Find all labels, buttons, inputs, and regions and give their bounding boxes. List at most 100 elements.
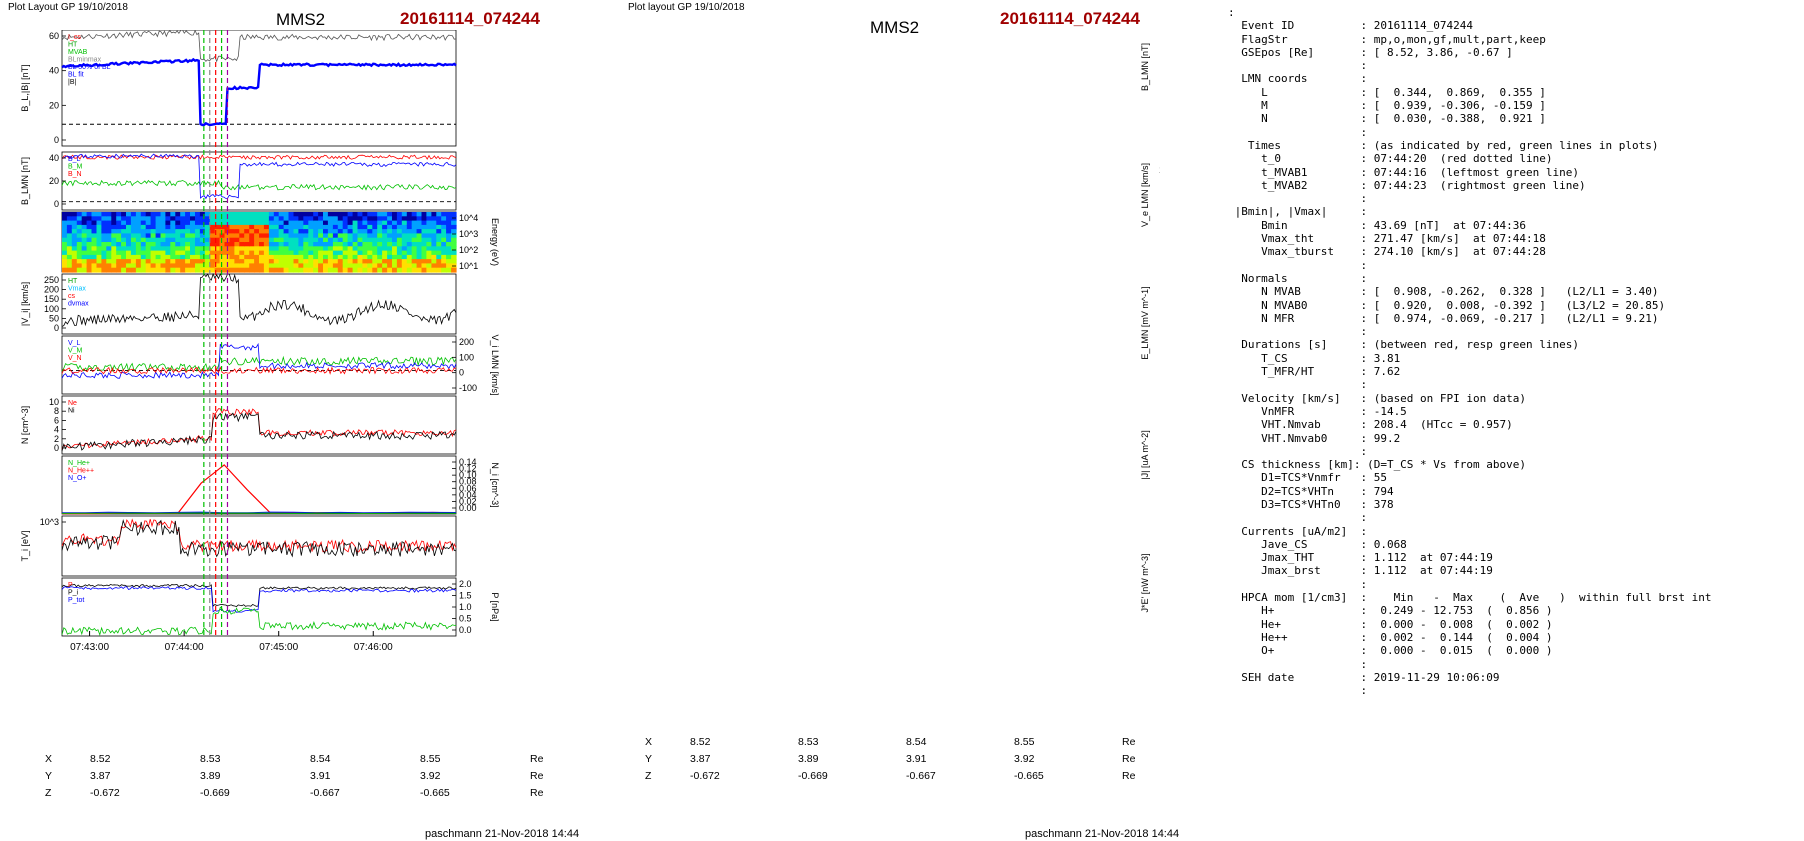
spectrogram-cell bbox=[273, 246, 280, 252]
spectrogram-cell bbox=[81, 246, 88, 252]
spectrogram-cell bbox=[204, 229, 211, 234]
spectrogram-cell bbox=[62, 233, 68, 239]
spectrogram-cell bbox=[165, 216, 171, 222]
pos-value: 3.89 bbox=[798, 752, 819, 765]
spectrogram-cell bbox=[362, 250, 368, 256]
spectrogram-cell bbox=[190, 229, 196, 234]
pos-value: 8.53 bbox=[200, 752, 221, 765]
spectrogram-cell bbox=[195, 263, 201, 269]
spectrogram-cell bbox=[308, 212, 314, 217]
y-axis-label: J*E' [nW m^-3] bbox=[1140, 554, 1150, 613]
spectrogram-cell bbox=[387, 224, 393, 230]
y-tick-label: 100 bbox=[44, 304, 59, 314]
panel-3: 10005000-500V_e LMN [km/s]V_LV_MV_N bbox=[1140, 163, 1160, 227]
spectrogram-cell bbox=[254, 233, 260, 239]
mid-footer: paschmann 21-Nov-2018 14:44 bbox=[1025, 828, 1180, 840]
spectrogram-cell bbox=[441, 224, 447, 230]
spectrogram-cell bbox=[259, 220, 265, 226]
spectrogram-cell bbox=[426, 250, 432, 256]
spectrogram-cell bbox=[121, 237, 127, 243]
spectrogram-cell bbox=[362, 212, 368, 217]
spectrogram-cell bbox=[165, 220, 171, 226]
panel-5: 20100-10-20E_LMN [mV m^-1]E_LE_ME_N bbox=[1140, 286, 1150, 359]
spectrogram-cell bbox=[219, 254, 226, 260]
y-tick-label-right: 2.0 bbox=[459, 579, 472, 589]
spectrogram-cell bbox=[347, 212, 354, 217]
spectrogram-cell bbox=[342, 229, 349, 234]
spectrogram-cell bbox=[406, 242, 413, 247]
spectrogram-cell bbox=[170, 250, 176, 256]
spectrogram-cell bbox=[308, 233, 314, 239]
spectrogram-cell bbox=[62, 212, 68, 217]
spectrogram-cell bbox=[357, 224, 363, 230]
spectrogram-cell bbox=[313, 259, 319, 264]
spectrogram-cell bbox=[436, 242, 442, 247]
spectrogram-cell bbox=[140, 246, 147, 252]
spectrogram-cell bbox=[342, 242, 349, 247]
spectrogram-cell bbox=[283, 246, 290, 252]
spectrogram-cell bbox=[303, 254, 309, 260]
spectrogram-cell bbox=[387, 220, 393, 226]
position-row-z: Z -0.672 -0.669 -0.667 -0.665 Re bbox=[45, 784, 543, 801]
spectrogram-cell bbox=[145, 242, 152, 247]
spectrogram-cell bbox=[278, 267, 285, 273]
spectrogram-cell bbox=[140, 229, 147, 234]
spectrogram-cell bbox=[150, 250, 157, 256]
spectrogram-cell bbox=[249, 263, 255, 269]
spectrogram-cell bbox=[352, 267, 359, 273]
spectrogram-cell bbox=[190, 237, 196, 243]
spectrogram-cell bbox=[323, 250, 329, 256]
spectrogram-cell bbox=[86, 246, 93, 252]
spectrogram-cell bbox=[396, 246, 403, 252]
spectrogram-cell bbox=[140, 254, 147, 260]
spectrogram-cell bbox=[411, 237, 418, 243]
spectrogram-cell bbox=[66, 242, 73, 247]
legend-entry: BLminmax bbox=[68, 57, 102, 64]
spectrogram-cell bbox=[175, 246, 181, 252]
spectrogram-cell bbox=[318, 233, 324, 239]
spectrogram-cell bbox=[180, 254, 186, 260]
spectrogram-cell bbox=[180, 224, 186, 230]
spectrogram-cell bbox=[426, 216, 432, 222]
spectrogram-cell bbox=[426, 212, 432, 217]
spectrogram-cell bbox=[283, 216, 290, 222]
spectrogram-cell bbox=[308, 220, 314, 226]
spectrogram-cell bbox=[392, 224, 398, 230]
spectrogram-cell bbox=[263, 233, 270, 239]
spectrogram-cell bbox=[382, 229, 388, 234]
spectrogram-cell bbox=[62, 259, 68, 264]
spectrogram-cell bbox=[327, 233, 334, 239]
legend-entry: P_i bbox=[68, 590, 79, 597]
spectrogram-cell bbox=[185, 242, 191, 247]
spectrogram-cell bbox=[244, 233, 250, 239]
spectrogram-cell bbox=[283, 237, 290, 243]
spectrogram-cell bbox=[431, 250, 437, 256]
spectrogram-cell bbox=[116, 242, 122, 247]
spectrogram-cell bbox=[76, 224, 83, 230]
spectrogram-cell bbox=[101, 212, 107, 217]
spectrogram-cell bbox=[327, 259, 334, 264]
spectrogram-cell bbox=[101, 220, 107, 226]
spectrogram-cell bbox=[234, 263, 240, 269]
spectrogram-cell bbox=[303, 216, 309, 222]
spectrogram-cell bbox=[76, 220, 83, 226]
spectrogram-cell bbox=[165, 242, 171, 247]
spectrogram-cell bbox=[416, 242, 423, 247]
spectrogram-cell bbox=[436, 237, 442, 243]
spectrogram-cell bbox=[185, 220, 191, 226]
legend-entry: B_M bbox=[68, 164, 83, 171]
spectrogram-cell bbox=[170, 216, 176, 222]
spectrogram-cell bbox=[342, 237, 349, 243]
spectrogram-cell bbox=[436, 224, 442, 230]
spectrogram-cell bbox=[254, 267, 260, 273]
spectrogram-cell bbox=[313, 233, 319, 239]
spectrogram-cell bbox=[308, 216, 314, 222]
spectrogram-cell bbox=[234, 267, 240, 273]
spectrogram-cell bbox=[401, 267, 408, 273]
spectrogram-cell bbox=[327, 220, 334, 226]
spectrogram-cell bbox=[451, 216, 457, 222]
spectrogram-cell bbox=[259, 224, 265, 230]
spectrogram-cell bbox=[387, 229, 393, 234]
spectrogram-cell bbox=[293, 229, 299, 234]
spectrogram-cell bbox=[204, 212, 211, 217]
